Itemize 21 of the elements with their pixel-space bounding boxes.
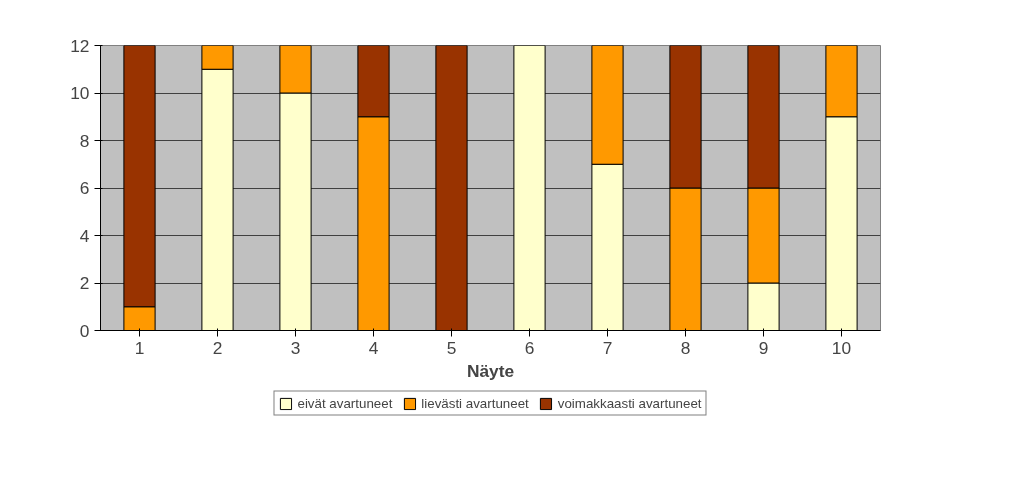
legend-label: eivät avartuneet <box>297 395 393 411</box>
y-tick-label: 10 <box>70 83 90 103</box>
x-tick-label: 10 <box>831 337 852 358</box>
x-tick-label: 2 <box>212 337 223 358</box>
x-tick-label: 7 <box>602 337 613 358</box>
legend-label: lievästi avartuneet <box>421 395 529 411</box>
y-tick-label: 8 <box>79 130 90 151</box>
y-tick-label: 0 <box>79 320 90 341</box>
x-tick-label: 9 <box>758 337 769 358</box>
y-tick-label: 2 <box>79 273 90 293</box>
x-tick-label: 6 <box>524 337 535 358</box>
y-tick-label: 6 <box>79 178 90 198</box>
x-tick-label: 1 <box>134 337 145 358</box>
x-tick-label: 5 <box>446 337 457 358</box>
x-tick-label: 8 <box>680 337 691 358</box>
legend-label: voimakkaasti avartuneet <box>557 395 702 411</box>
x-tick-label: 3 <box>290 337 301 358</box>
y-tick-label: 4 <box>79 225 90 246</box>
x-tick-label: 4 <box>368 337 379 358</box>
y-tick-label: 12 <box>70 35 90 56</box>
x-axis-title: Näyte <box>466 360 515 381</box>
